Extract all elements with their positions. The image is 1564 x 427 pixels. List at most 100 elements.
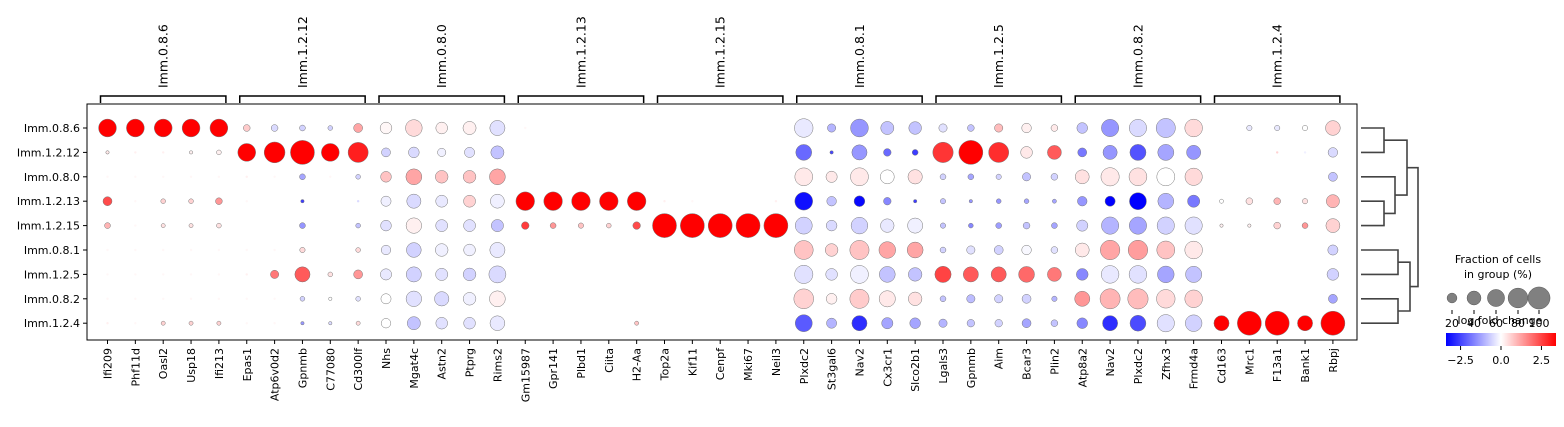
- dot: [405, 217, 422, 234]
- dot: [851, 315, 868, 332]
- group-bracket: [517, 95, 645, 103]
- row-label: Imm.1.2.4: [24, 317, 80, 330]
- dot: [794, 118, 814, 138]
- dot: [356, 200, 360, 203]
- dot: [1157, 265, 1175, 283]
- dot: [162, 273, 165, 276]
- colorbar-label: 2.5: [1533, 354, 1551, 367]
- dot: [1246, 125, 1253, 131]
- group-bracket: [656, 95, 784, 103]
- dot: [1076, 122, 1088, 134]
- size-legend-dot: [1446, 292, 1458, 304]
- dot: [1050, 173, 1059, 181]
- dot: [405, 168, 423, 186]
- size-legend: Fraction of cells in group (%) 20 40 60 80 1…: [1445, 253, 1551, 330]
- dot: [1156, 314, 1175, 333]
- dot: [245, 322, 248, 325]
- dot: [435, 268, 449, 281]
- dot: [995, 222, 1002, 229]
- dot: [489, 120, 506, 136]
- dot: [549, 222, 557, 229]
- dot: [1186, 145, 1201, 160]
- dot: [521, 221, 530, 230]
- dot: [245, 200, 248, 203]
- dot: [825, 293, 838, 305]
- dot: [489, 168, 506, 186]
- dot: [406, 266, 422, 283]
- dot: [217, 248, 221, 252]
- dot: [1247, 223, 1252, 228]
- dot: [825, 268, 838, 281]
- row-label: Imm.0.8.6: [24, 122, 80, 135]
- dot: [993, 245, 1004, 255]
- gene-label: Slco2b1: [909, 348, 922, 392]
- gene-label: Plxdc2: [1132, 348, 1145, 384]
- dot: [106, 175, 109, 178]
- dot: [934, 266, 952, 283]
- dot: [578, 222, 584, 229]
- dot: [299, 124, 306, 132]
- dot: [524, 175, 527, 178]
- dot: [1326, 194, 1340, 209]
- dot: [990, 266, 1007, 283]
- dot: [878, 241, 896, 259]
- dot: [1075, 242, 1090, 258]
- size-legend-label: 60: [1489, 317, 1503, 330]
- dot: [1101, 119, 1120, 137]
- dot: [216, 149, 222, 156]
- dendrogram-branch: [1361, 200, 1385, 227]
- dot: [940, 222, 946, 229]
- dot: [181, 118, 201, 138]
- dot: [1128, 265, 1148, 284]
- dot: [380, 318, 392, 329]
- dot: [405, 119, 423, 137]
- dot: [994, 294, 1004, 304]
- dot: [216, 222, 222, 229]
- dot: [1021, 122, 1032, 134]
- dot: [1018, 266, 1035, 283]
- dot: [1129, 314, 1147, 332]
- gene-label: Kif11: [686, 348, 699, 376]
- dot: [853, 195, 866, 207]
- dot: [489, 242, 506, 258]
- group-label: Imm.0.8.2: [1130, 24, 1145, 88]
- dot: [1264, 310, 1290, 336]
- group-bracket: [935, 95, 1063, 103]
- dot: [435, 121, 448, 135]
- dot: [245, 248, 248, 252]
- dot: [1050, 124, 1059, 132]
- size-legend-label: 40: [1467, 317, 1481, 330]
- dot: [1100, 240, 1121, 260]
- dot: [1302, 125, 1308, 131]
- size-legend-title-2: in group (%): [1464, 268, 1532, 281]
- dot: [939, 173, 947, 180]
- dot: [462, 267, 477, 281]
- dot: [707, 213, 733, 238]
- dot: [329, 248, 332, 252]
- dot: [1022, 221, 1031, 230]
- dot: [217, 297, 221, 300]
- dot: [106, 248, 109, 252]
- dot: [795, 314, 813, 332]
- dot: [543, 191, 563, 211]
- dot: [850, 217, 869, 235]
- dot: [908, 291, 923, 306]
- dot: [299, 296, 306, 302]
- gene-label: Ifi213: [213, 348, 226, 379]
- row-label: Imm.1.2.13: [17, 195, 80, 208]
- dot: [606, 222, 612, 229]
- dot: [355, 222, 361, 229]
- dot: [380, 171, 392, 183]
- dot: [1155, 118, 1176, 138]
- dot: [966, 319, 975, 328]
- dot: [825, 170, 838, 183]
- dot: [134, 151, 137, 154]
- dot: [1100, 167, 1120, 187]
- dot: [106, 322, 109, 325]
- dot: [1101, 265, 1120, 284]
- dot: [1104, 195, 1116, 207]
- dot: [162, 297, 165, 300]
- color-legend: log fold change −2.5 0.0 2.5: [1446, 314, 1556, 367]
- row-label: Imm.1.2.15: [17, 220, 80, 233]
- dot: [189, 150, 193, 155]
